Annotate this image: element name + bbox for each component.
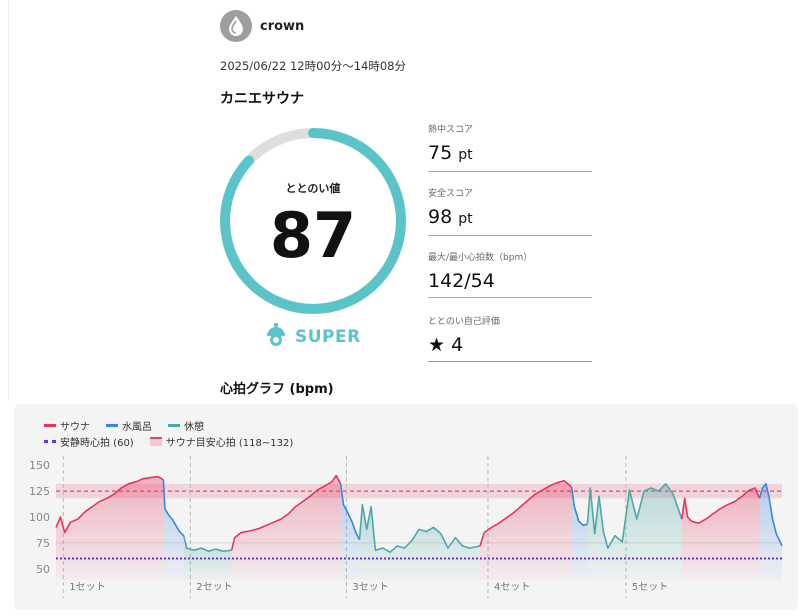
y-tick-label: 75	[36, 537, 50, 550]
metric-unit: pt	[458, 211, 473, 227]
legend-resting-label: 安静時心拍 (60)	[60, 438, 134, 449]
rank-badge: SUPER	[265, 322, 361, 352]
hr-line-cold	[162, 479, 185, 537]
set-marker-label: 4セット	[494, 581, 530, 593]
hr-area-sauna	[681, 488, 760, 580]
legend-rest: 休憩	[168, 418, 204, 433]
hr-area-rest	[183, 535, 232, 580]
legend-target-label: サウナ目安心拍 (118~132)	[165, 438, 294, 449]
water-drop-icon	[220, 10, 252, 42]
metric-unit: pt	[458, 147, 473, 163]
legend-target-hr: サウナ目安心拍 (118~132)	[149, 434, 294, 449]
y-tick-label: 100	[29, 511, 50, 524]
hr-area-rest	[587, 483, 682, 580]
set-marker-label: 1セット	[69, 581, 105, 593]
left-divider	[8, 0, 9, 400]
legend-cold: 水風呂	[106, 418, 152, 433]
metric-value: 4	[451, 334, 464, 356]
hr-area-cold	[571, 486, 588, 580]
y-tick-label: 50	[36, 563, 50, 576]
metric-label: 最大/最小心拍数（bpm）	[428, 253, 533, 263]
metric-value: 142/54	[428, 270, 495, 292]
metric-value: 75	[428, 142, 453, 164]
metric-label: 熱中スコア	[428, 125, 474, 135]
metric-label: ととのい自己評価	[428, 317, 500, 327]
hr-line-rest	[358, 503, 481, 553]
graph-title: 心拍グラフ (bpm)	[220, 382, 334, 397]
rank-label: SUPER	[295, 327, 361, 347]
hr-area-sauna	[480, 480, 572, 580]
legend-row-phases: サウナ 水風呂 休憩	[44, 418, 220, 433]
hr-area-cold	[759, 483, 782, 580]
metric-heat-score: 熱中スコア 75 pt	[428, 122, 592, 172]
y-tick-label: 125	[29, 485, 50, 498]
hr-area-cold	[340, 483, 360, 580]
hr-line-sauna	[230, 474, 342, 551]
hr-area-sauna	[56, 476, 164, 580]
metric-label: 安全スコア	[428, 189, 474, 199]
hr-line-rest	[183, 535, 232, 552]
hr-line-cold	[758, 483, 783, 547]
heart-rate-chart-panel: サウナ 水風呂 休憩 安静時心拍 (60) サウナ目安心拍 (118~132) …	[14, 404, 798, 610]
helmet-icon	[265, 322, 287, 352]
set-marker-label: 2セット	[196, 581, 232, 593]
username[interactable]: crown	[260, 18, 305, 34]
set-marker-label: 3セット	[352, 581, 388, 593]
hr-area-rest	[359, 504, 480, 580]
legend-sauna: サウナ	[44, 418, 90, 433]
metric-heart-rate: 最大/最小心拍数（bpm） 142/54	[428, 250, 592, 298]
facility-name[interactable]: カニエサウナ	[220, 91, 304, 107]
legend-row-refs: 安静時心拍 (60) サウナ目安心拍 (118~132)	[44, 434, 309, 449]
metric-underline	[428, 171, 592, 172]
hr-line-sauna	[681, 487, 761, 524]
metric-underline	[428, 235, 592, 236]
metric-underline	[428, 361, 592, 362]
hr-line-cold	[339, 483, 361, 541]
totonoi-value: 87	[269, 199, 357, 272]
star-icon: ★	[428, 334, 446, 356]
legend-cold-label: 水風呂	[122, 422, 152, 433]
totonoi-ring	[220, 128, 406, 314]
metric-value: 98	[428, 206, 453, 228]
y-tick-label: 150	[29, 459, 50, 472]
session-datetime: 2025/06/22 12時00分〜14時08分	[220, 59, 406, 73]
hr-area-sauna	[231, 475, 341, 580]
set-marker-label: 5セット	[632, 581, 668, 593]
totonoi-label: ととのい値	[285, 182, 341, 195]
legend-resting-hr: 安静時心拍 (60)	[44, 434, 134, 449]
hr-area-cold	[163, 479, 184, 580]
hr-line-cold	[570, 486, 588, 527]
metric-underline	[428, 297, 592, 298]
target-band	[56, 483, 782, 499]
user-row[interactable]: crown	[220, 10, 304, 42]
metric-safety-score: 安全スコア 98 pt	[428, 186, 592, 236]
legend-sauna-label: サウナ	[60, 422, 90, 433]
hr-line-sauna	[479, 479, 573, 547]
hr-line-sauna	[55, 475, 164, 534]
metric-self-rating: ととのい自己評価 ★ 4	[428, 314, 592, 362]
ring-progress	[220, 128, 406, 314]
hr-line-rest	[586, 483, 683, 549]
legend-rest-label: 休憩	[184, 422, 204, 433]
heart-rate-chart: 150 125 100 75 50 1セット 2セット 3セット 4セット 5セット	[29, 456, 783, 598]
